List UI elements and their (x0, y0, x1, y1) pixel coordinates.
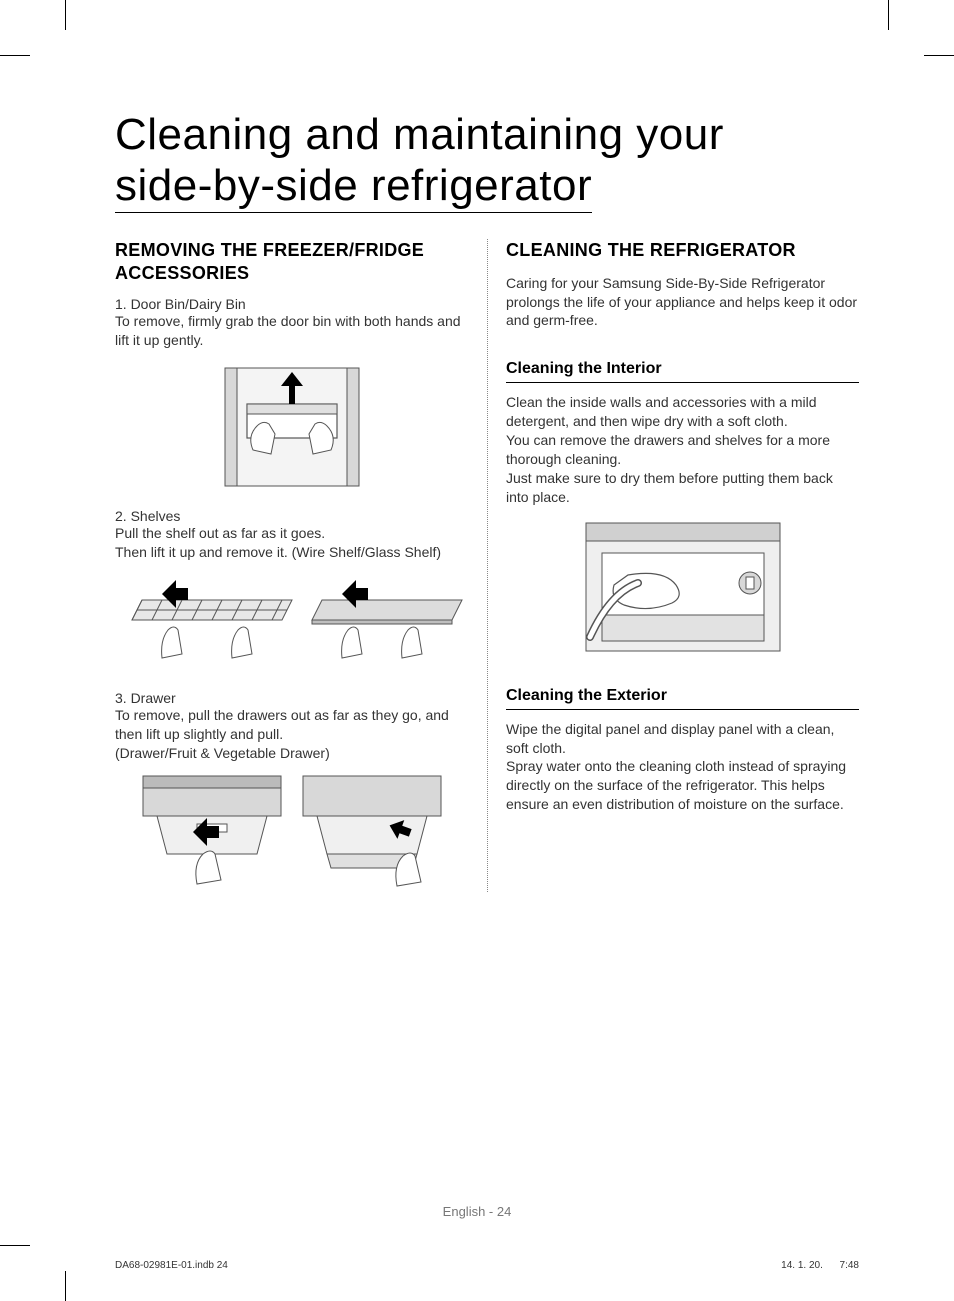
left-column: REMOVING THE FREEZER/FRIDGE ACCESSORIES … (115, 239, 487, 892)
crop-mark (924, 55, 954, 56)
step-2-label: 2. Shelves (115, 508, 469, 524)
door-bin-illustration (207, 360, 377, 490)
step-3-label: 3. Drawer (115, 690, 469, 706)
footer-timestamp: 14. 1. 20. 7:48 (781, 1260, 859, 1271)
crop-mark (65, 1271, 66, 1301)
step-2-text: Pull the shelf out as far as it goes.The… (115, 524, 469, 562)
two-column-layout: REMOVING THE FREEZER/FRIDGE ACCESSORIES … (115, 239, 859, 892)
step-1-label: 1. Door Bin/Dairy Bin (115, 296, 469, 312)
subheading-exterior: Cleaning the Exterior (506, 687, 859, 710)
shelves-illustration (115, 572, 469, 672)
right-column: CLEANING THE REFRIGERATOR Caring for you… (487, 239, 859, 892)
section-heading-cleaning: CLEANING THE REFRIGERATOR (506, 239, 859, 262)
step-3-text: To remove, pull the drawers out as far a… (115, 706, 469, 763)
drawer-illustrations (115, 772, 469, 892)
crop-mark (888, 0, 889, 30)
drawer-b-illustration (297, 772, 447, 892)
interior-text: Clean the inside walls and accessories w… (506, 393, 859, 506)
section-heading-removing: REMOVING THE FREEZER/FRIDGE ACCESSORIES (115, 239, 469, 284)
title-line-1: Cleaning and maintaining your (115, 110, 724, 159)
title-line-2: side-by-side refrigerator (115, 161, 592, 213)
exterior-text: Wipe the digital panel and display panel… (506, 720, 859, 814)
subheading-interior: Cleaning the Interior (506, 360, 859, 383)
drawer-a-illustration (137, 772, 287, 892)
crop-mark (0, 1245, 30, 1246)
step-1-text: To remove, firmly grab the door bin with… (115, 312, 469, 350)
crop-mark (0, 55, 30, 56)
cleaning-intro: Caring for your Samsung Side-By-Side Ref… (506, 274, 859, 331)
page-content: Cleaning and maintaining your side-by-si… (115, 110, 859, 1221)
wipe-illustration (578, 517, 788, 657)
page-title: Cleaning and maintaining your side-by-si… (115, 110, 859, 211)
footer-page-number: English - 24 (0, 1204, 954, 1219)
footer-doc-id: DA68-02981E-01.indb 24 (115, 1260, 228, 1271)
crop-mark (65, 0, 66, 30)
